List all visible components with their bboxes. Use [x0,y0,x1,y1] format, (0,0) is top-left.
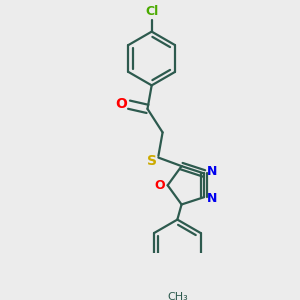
Text: O: O [154,179,165,192]
Text: N: N [207,165,218,178]
Text: N: N [207,192,218,205]
Text: O: O [116,97,128,111]
Text: S: S [147,154,157,168]
Text: Cl: Cl [145,5,158,18]
Text: CH₃: CH₃ [167,292,188,300]
